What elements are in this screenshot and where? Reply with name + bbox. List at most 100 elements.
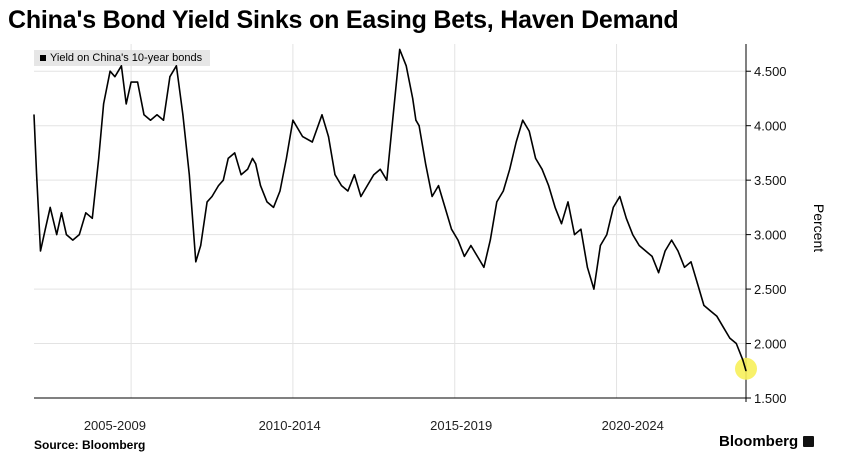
data-point	[102, 103, 105, 105]
data-point	[56, 234, 58, 236]
data-point	[302, 135, 304, 138]
data-point	[266, 201, 268, 203]
data-point	[444, 206, 446, 208]
brand-name: Bloomberg	[719, 433, 799, 450]
data-point	[573, 234, 576, 236]
chart-title: China's Bond Yield Sinks on Easing Bets,…	[8, 6, 679, 34]
data-point	[65, 234, 67, 236]
data-point	[240, 174, 242, 176]
data-point	[72, 239, 74, 241]
y-axis-label: Percent	[811, 203, 828, 253]
data-point	[489, 239, 491, 241]
legend: Yield on China's 10-year bonds	[34, 50, 211, 66]
data-point	[437, 185, 440, 187]
data-point	[677, 250, 679, 252]
data-point	[425, 163, 427, 165]
data-point	[509, 168, 511, 170]
data-point	[39, 250, 42, 252]
data-point	[175, 65, 177, 67]
y-tick-label: 1.500	[754, 391, 787, 406]
data-point	[327, 135, 330, 138]
data-point	[567, 201, 569, 203]
data-point	[502, 190, 504, 192]
data-point	[470, 244, 472, 247]
data-point	[554, 206, 556, 208]
data-point	[593, 288, 595, 290]
legend-label: Yield on China's 10-year bonds	[50, 52, 203, 64]
data-point	[109, 70, 111, 72]
data-point	[222, 179, 224, 181]
data-point	[366, 185, 368, 187]
data-point	[742, 359, 744, 361]
data-point	[716, 315, 718, 317]
data-point	[182, 114, 184, 116]
data-point	[259, 185, 262, 187]
data-point	[696, 283, 699, 285]
data-point	[360, 195, 362, 198]
data-point	[353, 174, 355, 176]
data-point	[535, 157, 537, 159]
y-tick-label: 4.000	[754, 119, 787, 134]
data-point	[169, 76, 171, 78]
data-point	[379, 168, 381, 170]
data-point	[599, 244, 601, 247]
data-point	[528, 130, 530, 132]
x-tick-label: 2015-2019	[430, 418, 492, 433]
data-point	[78, 234, 80, 236]
data-point	[412, 97, 414, 100]
data-point	[98, 157, 100, 159]
data-point	[211, 195, 213, 198]
data-point	[399, 48, 401, 51]
data-point	[745, 370, 747, 372]
data-point	[606, 234, 608, 236]
data-point	[670, 239, 673, 241]
data-point	[217, 185, 220, 187]
data-point	[457, 239, 459, 241]
data-point	[645, 250, 647, 252]
data-point	[156, 114, 158, 116]
data-point	[130, 81, 132, 83]
legend-swatch	[40, 55, 46, 61]
data-point	[347, 190, 349, 192]
data-point	[114, 76, 116, 78]
data-point	[586, 266, 589, 268]
data-point	[200, 244, 202, 247]
data-point	[188, 174, 190, 176]
data-point	[580, 228, 582, 230]
data-point	[125, 103, 127, 105]
data-point	[321, 114, 323, 116]
data-point	[386, 179, 388, 181]
data-point	[703, 304, 705, 307]
data-point	[463, 255, 466, 257]
data-point	[279, 190, 281, 192]
data-point	[136, 81, 139, 83]
data-point	[431, 195, 433, 198]
data-point	[547, 185, 550, 187]
data-point	[285, 157, 288, 159]
data-point	[664, 250, 666, 252]
y-tick-label: 2.000	[754, 337, 787, 352]
data-point	[476, 255, 478, 257]
data-point	[735, 342, 737, 345]
data-point	[450, 228, 453, 230]
data-point	[35, 174, 38, 176]
data-point	[195, 261, 197, 263]
data-point	[292, 119, 294, 121]
data-point	[227, 157, 229, 159]
data-point	[120, 65, 122, 67]
data-point	[483, 266, 485, 268]
data-point	[638, 244, 640, 247]
data-point	[690, 261, 692, 263]
brand-logo: Bloomberg	[719, 433, 815, 450]
data-point	[709, 310, 712, 312]
data-point	[33, 114, 35, 116]
data-point	[651, 255, 653, 257]
data-point	[234, 152, 236, 154]
bloomberg-icon	[803, 436, 815, 447]
data-point	[149, 119, 152, 121]
x-tick-label: 2010-2014	[259, 418, 321, 433]
data-point	[632, 234, 634, 236]
data-point	[612, 206, 614, 208]
data-point	[91, 217, 93, 219]
